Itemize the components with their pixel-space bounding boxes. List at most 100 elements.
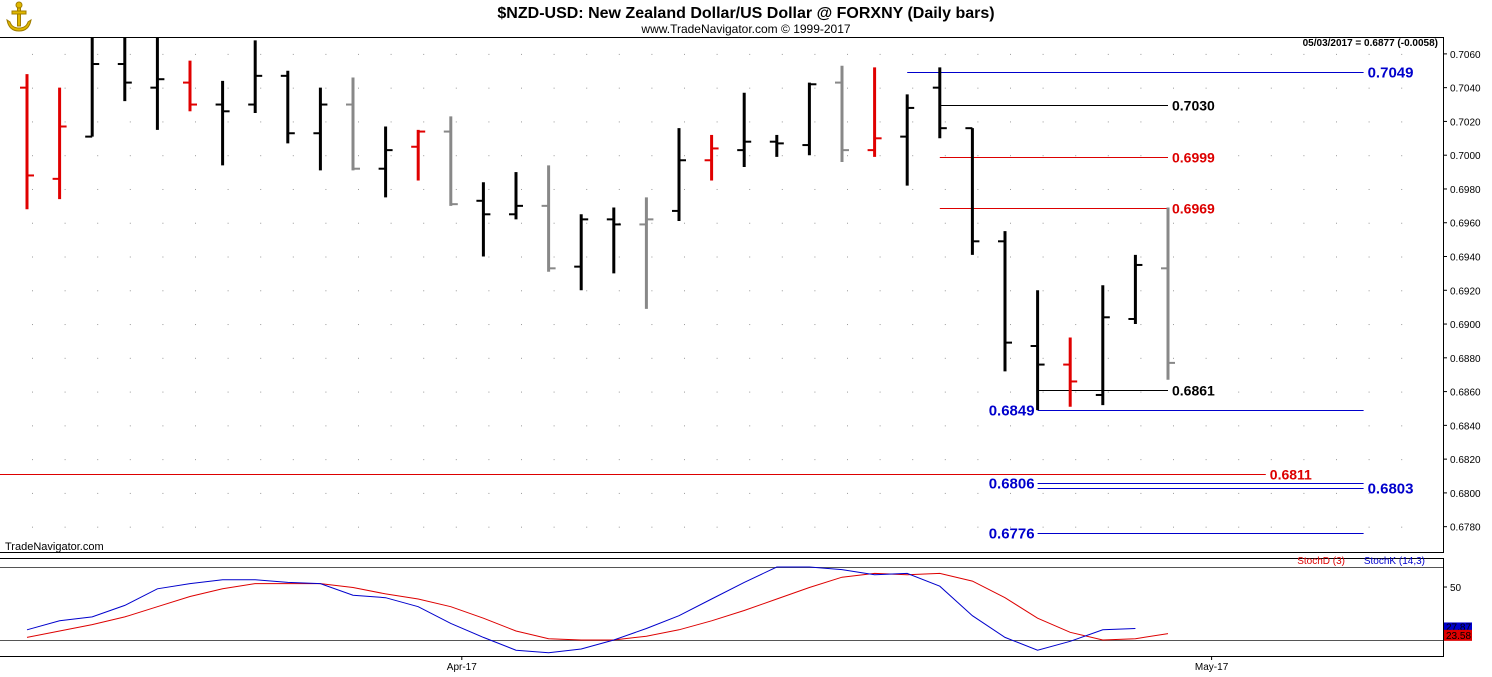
grid-dot	[1042, 87, 1044, 89]
grid-dot	[1042, 188, 1044, 190]
grid-dot	[977, 290, 979, 292]
grid-dot	[553, 526, 555, 528]
grid-dot	[716, 256, 718, 258]
grid-dot	[912, 53, 914, 55]
grid-dot	[1107, 256, 1109, 258]
grid-dot	[195, 459, 196, 461]
grid-dot	[64, 492, 66, 494]
grid-dot	[521, 357, 522, 359]
grid-dot	[129, 492, 131, 494]
grid-dot	[1173, 290, 1174, 292]
grid-dot	[162, 290, 164, 292]
y-tick-label: 0.6880	[1450, 354, 1481, 365]
grid-dot	[651, 459, 653, 461]
grid-dot	[1336, 492, 1337, 494]
grid-dot	[1107, 459, 1109, 461]
grid-dot	[651, 53, 653, 55]
grid-dot	[1173, 121, 1174, 123]
y-tick-label: 0.6840	[1450, 421, 1481, 432]
grid-dot	[977, 188, 979, 190]
grid-dot	[1042, 256, 1044, 258]
grid-dot	[684, 391, 685, 393]
grid-dot	[814, 324, 816, 326]
ohlc-bar	[932, 67, 947, 139]
grid-dot	[227, 526, 229, 528]
grid-dot	[423, 256, 425, 258]
grid-dot	[586, 492, 588, 494]
grid-dot	[292, 222, 294, 224]
grid-dot	[1107, 526, 1109, 528]
grid-dot	[1401, 526, 1403, 528]
grid-dot	[847, 256, 848, 258]
grid-dot	[1368, 256, 1370, 258]
grid-dot	[944, 87, 946, 89]
grid-dot	[32, 492, 33, 494]
grid-dot	[455, 256, 457, 258]
ohlc-bar	[998, 231, 1012, 372]
grid-dot	[390, 526, 392, 528]
grid-dot	[1401, 256, 1403, 258]
grid-dot	[1173, 155, 1174, 157]
grid-dot	[292, 256, 294, 258]
ohlc-bar	[215, 80, 230, 166]
grid-dot	[1205, 459, 1207, 461]
grid-dot	[1010, 526, 1011, 528]
grid-dot	[553, 256, 555, 258]
grid-dot	[814, 391, 816, 393]
grid-dot	[684, 492, 685, 494]
ohlc-bar	[85, 37, 100, 138]
grid-dot	[1140, 53, 1142, 55]
grid-dot	[1107, 222, 1109, 224]
grid-dot	[358, 324, 359, 326]
y-tick-label: 0.6920	[1450, 286, 1481, 297]
copyright: www.TradeNavigator.com © 1999-2017	[640, 22, 850, 36]
grid-dot	[651, 324, 653, 326]
grid-dot	[716, 425, 718, 427]
grid-dot	[227, 222, 229, 224]
grid-dot	[390, 222, 392, 224]
grid-dot	[521, 256, 522, 258]
grid-dot	[1368, 155, 1370, 157]
grid-dot	[1205, 290, 1207, 292]
grid-dot	[97, 357, 99, 359]
ohlc-bar	[117, 37, 132, 102]
grid-dot	[64, 222, 66, 224]
grid-dot	[847, 188, 848, 190]
grid-dot	[944, 492, 946, 494]
ohlc-bar	[867, 67, 882, 157]
grid-dot	[651, 526, 653, 528]
grid-dot	[195, 256, 196, 258]
grid-dot	[847, 53, 848, 55]
grid-dot	[521, 425, 522, 427]
grid-dot	[912, 324, 914, 326]
grid-dot	[1140, 222, 1142, 224]
grid-dot	[781, 391, 783, 393]
grid-dot	[814, 290, 816, 292]
grid-dot	[455, 121, 457, 123]
grid-dot	[358, 290, 359, 292]
grid-dot	[1270, 87, 1272, 89]
grid-dot	[260, 121, 262, 123]
grid-dot	[1270, 121, 1272, 123]
grid-dot	[586, 290, 588, 292]
grid-dot	[749, 425, 751, 427]
grid-dot	[162, 256, 164, 258]
grid-dot	[488, 492, 490, 494]
ohlc-bar	[802, 82, 817, 156]
grid-dot	[879, 155, 881, 157]
grid-dot	[1303, 492, 1305, 494]
grid-dot	[1140, 121, 1142, 123]
grid-dot	[1336, 53, 1337, 55]
grid-dot	[618, 391, 620, 393]
grid-dot	[944, 188, 946, 190]
grid-dot	[879, 222, 881, 224]
grid-dot	[1205, 155, 1207, 157]
grid-dot	[162, 357, 164, 359]
grid-dot	[1401, 290, 1403, 292]
grid-dot	[195, 290, 196, 292]
ohlc-bar	[1128, 254, 1143, 325]
price-y-axis: 0.7060 0.7040 0.7020 0.7000 0.6980 0.6960 0.69…	[1443, 50, 1481, 534]
grid-dot	[129, 87, 131, 89]
grid-dot	[292, 459, 294, 461]
